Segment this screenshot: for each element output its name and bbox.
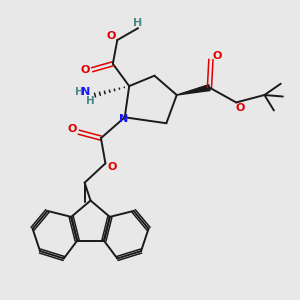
Text: O: O [107, 162, 117, 172]
Text: O: O [212, 51, 222, 61]
Text: H: H [134, 18, 143, 28]
Text: H: H [75, 87, 84, 97]
Text: O: O [68, 124, 77, 134]
Text: H: H [86, 96, 95, 106]
Polygon shape [177, 85, 210, 95]
Text: N: N [82, 87, 91, 97]
Text: O: O [106, 32, 116, 41]
Text: N: N [119, 114, 128, 124]
Text: O: O [81, 65, 90, 75]
Text: O: O [235, 103, 244, 113]
